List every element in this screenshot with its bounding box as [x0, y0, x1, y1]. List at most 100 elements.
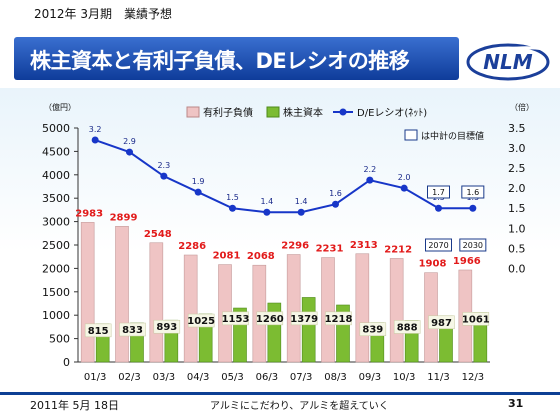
y-axis-label-right: （倍）: [510, 102, 534, 112]
bar-equity-label-box: [462, 312, 490, 326]
company-logo: NLM: [466, 43, 550, 81]
target-de-value: 1.6: [466, 188, 479, 197]
y-tick-label-right: 0.5: [508, 242, 526, 255]
bar-equity-value-label: 1218: [325, 314, 353, 325]
legend-label-de: D/Eレシオ(ﾈｯﾄ): [357, 107, 427, 119]
bar-debt: [355, 253, 370, 363]
bar-debt-value-label: 1908: [419, 259, 447, 270]
line-point-de: [435, 204, 442, 212]
legend-swatch-debt: [186, 106, 200, 118]
x-tick-label: 04/3: [187, 372, 209, 383]
y-tick-label-left: 500: [49, 333, 70, 346]
page-number: 31: [508, 397, 524, 410]
bar-debt-value-label: 2983: [75, 208, 103, 219]
bar-debt-value-label: 2286: [178, 241, 206, 252]
line-point-de: [332, 200, 339, 208]
footer-divider: [0, 392, 560, 395]
bar-debt: [321, 257, 335, 363]
legend-marker-de: [339, 108, 347, 116]
x-tick-label: 07/3: [290, 372, 312, 383]
bar-debt-value-label: 2548: [144, 229, 172, 240]
bar-equity-label-box: [84, 323, 112, 338]
bar-equity-value-label: 1153: [222, 314, 250, 325]
line-point-de: [126, 148, 133, 156]
line-point-de-label: 3.2: [89, 125, 102, 134]
x-tick-label: 10/3: [393, 372, 415, 383]
bar-debt-value-label: 2231: [316, 244, 344, 255]
line-point-de: [469, 204, 477, 212]
bar-equity-label-box: [325, 311, 352, 326]
legend-swatch-equity: [266, 106, 280, 118]
bar-equity-value-label: 893: [156, 322, 177, 333]
line-point-de: [297, 208, 305, 216]
title-banner: 株主資本と有利子負債、DEレシオの推移: [14, 37, 459, 80]
y-tick-label-right: 3.5: [508, 122, 526, 135]
bar-equity-value-label: 1379: [290, 314, 318, 325]
x-tick-label: 11/3: [427, 372, 449, 383]
target-note-box: [404, 129, 418, 141]
bar-equity-label-box: [222, 311, 249, 326]
y-tick-label-left: 2000: [42, 262, 70, 275]
legend-label-equity: 株主資本: [283, 106, 323, 119]
line-point-de-label: 1.4: [260, 197, 273, 206]
line-point-de-label: 2.9: [123, 137, 136, 146]
line-point-de-label: 1.6: [329, 189, 342, 198]
bar-equity-label-box: [290, 311, 318, 326]
bar-equity-label-box: [119, 322, 146, 337]
line-point-de-label: 2.0: [398, 173, 411, 182]
chart-panel: 0 500 1000 1500 2000 2500 3000 3500 4000 4500 5000…: [0, 88, 560, 386]
bar-equity-label-box: [393, 320, 421, 334]
y-tick-label-left: 4500: [42, 145, 70, 158]
y-axis-label-left: （億円）: [44, 102, 76, 112]
line-point-de-label: 1.9: [192, 177, 205, 186]
target-de-box: [461, 185, 485, 199]
bar-debt: [149, 242, 164, 363]
y-tick-label-right: 0.0: [508, 262, 526, 275]
line-point-de: [160, 172, 168, 180]
y-tick-label-left: 3500: [42, 192, 70, 205]
x-tick-label: 06/3: [256, 372, 278, 383]
bar-debt: [286, 254, 301, 363]
bar-equity-value-label: 888: [397, 322, 418, 333]
bar-debt-value-label: 2212: [384, 244, 412, 255]
de-ratio-chart: 0 500 1000 1500 2000 2500 3000 3500 4000 4500 5000…: [42, 102, 534, 383]
bar-debt-value-label: 2313: [350, 240, 378, 251]
target-note-label: は中計の目標値: [421, 130, 484, 142]
page-title: 株主資本と有利子負債、DEレシオの推移: [30, 49, 410, 73]
bar-equity-value-label: 839: [362, 325, 383, 336]
target-debt-value: 2030: [463, 241, 483, 250]
bar-equity-value-label: 815: [88, 326, 109, 337]
bar-equity-label-box: [153, 319, 181, 334]
header-subtitle: 2012年 3月期 業績予想: [34, 7, 172, 21]
line-point-de: [366, 176, 374, 184]
bar-equity-value-label: 1260: [256, 314, 284, 325]
y-tick-label-left: 0: [63, 356, 70, 369]
bar-equity-label-box: [187, 313, 215, 328]
footer-date: 2011年 5月 18日: [30, 399, 119, 412]
x-tick-label: 09/3: [359, 372, 381, 383]
logo-text: NLM: [483, 50, 532, 74]
x-tick-label: 01/3: [84, 372, 106, 383]
bar-equity-value-label: 833: [122, 325, 143, 336]
x-tick-label: 02/3: [118, 372, 140, 383]
line-point-de: [229, 204, 236, 212]
line-point-de-label: 1.5: [226, 193, 239, 202]
target-de-value: 1.7: [432, 188, 445, 197]
y-tick-label-left: 1500: [42, 286, 70, 299]
bar-debt: [389, 258, 404, 363]
bar-equity: [301, 297, 316, 363]
line-point-de: [263, 208, 271, 216]
y-tick-label-right: 3.0: [508, 142, 526, 155]
x-tick-label: 03/3: [153, 372, 175, 383]
bar-equity-value-label: 1025: [187, 316, 215, 327]
bar-debt-value-label: 2081: [213, 251, 241, 262]
bar-equity-value-label: 1061: [462, 314, 490, 325]
y-tick-label-right: 1.0: [508, 222, 526, 235]
line-point-de-label: 1.4: [295, 197, 308, 206]
footer-slogan: アルミにこだわり、アルミを超えていく: [210, 401, 389, 412]
line-point-de: [194, 188, 202, 196]
target-debt-box: [459, 238, 487, 252]
line-point-de-label: 2.2: [363, 165, 376, 174]
bar-debt-value-label: 2899: [110, 212, 138, 223]
y-tick-label-left: 1000: [42, 309, 70, 322]
